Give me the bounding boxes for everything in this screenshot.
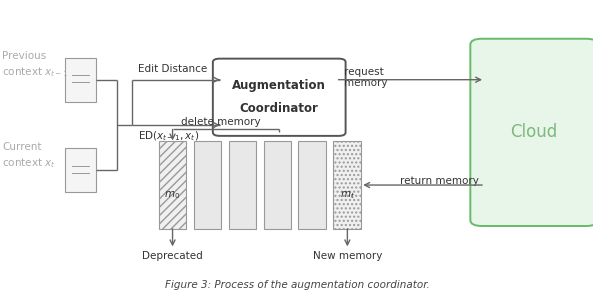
Bar — [264, 141, 292, 229]
Text: ED$(x_{t-1}, x_t)$: ED$(x_{t-1}, x_t)$ — [138, 129, 199, 143]
FancyBboxPatch shape — [65, 58, 96, 102]
Text: Figure 3: Process of the augmentation coordinator.: Figure 3: Process of the augmentation co… — [165, 280, 429, 290]
Text: Cloud: Cloud — [510, 123, 558, 141]
Text: $m_t$: $m_t$ — [340, 190, 355, 201]
Text: $m_0$: $m_0$ — [165, 190, 181, 201]
Text: Augmentation: Augmentation — [232, 79, 326, 92]
Text: Current: Current — [2, 142, 42, 152]
Text: delete memory: delete memory — [181, 117, 261, 127]
Bar — [194, 141, 222, 229]
Text: Edit Distance: Edit Distance — [138, 64, 207, 74]
Bar — [298, 141, 326, 229]
Text: Coordinator: Coordinator — [240, 103, 318, 116]
Text: Previous: Previous — [2, 51, 47, 61]
Text: memory: memory — [345, 78, 388, 88]
Bar — [333, 141, 361, 229]
Text: New memory: New memory — [312, 251, 382, 261]
Bar — [229, 141, 257, 229]
Bar — [159, 141, 187, 229]
Text: request: request — [345, 67, 384, 77]
Text: Deprecated: Deprecated — [142, 251, 203, 261]
Text: return memory: return memory — [400, 176, 479, 186]
FancyBboxPatch shape — [213, 59, 346, 136]
Text: context $x_t$: context $x_t$ — [2, 156, 56, 170]
FancyBboxPatch shape — [65, 148, 96, 192]
Text: context $x_{t-1}$: context $x_{t-1}$ — [2, 66, 69, 79]
FancyBboxPatch shape — [470, 39, 594, 226]
